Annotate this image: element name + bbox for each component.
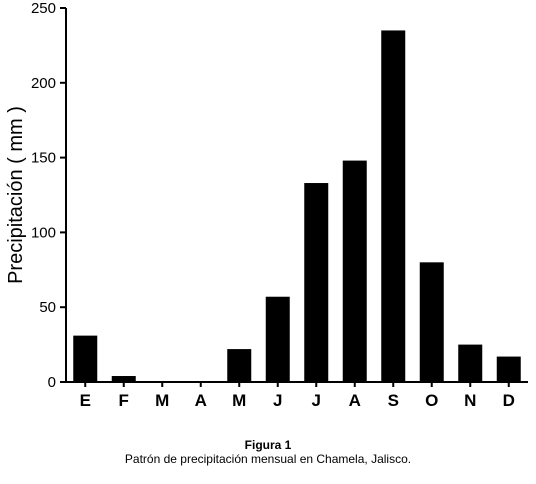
bar-11	[458, 344, 483, 382]
x-tick-label: E	[80, 391, 91, 410]
x-tick-label: A	[349, 391, 361, 410]
x-tick-label: J	[273, 391, 282, 410]
x-tick-label: N	[464, 391, 476, 410]
y-tick-label: 250	[31, 0, 56, 17]
bar-7	[304, 183, 329, 382]
axes	[65, 8, 528, 383]
x-tick-label: S	[388, 391, 399, 410]
x-tick-label: F	[119, 391, 129, 410]
bar-5	[227, 349, 252, 382]
y-tick-label: 100	[31, 224, 56, 241]
bar-6	[265, 296, 290, 382]
x-tick-label: M	[155, 391, 169, 410]
bar-1	[73, 335, 98, 382]
y-tick-label: 200	[31, 75, 56, 92]
x-tick-label: J	[312, 391, 321, 410]
bar-10	[419, 262, 444, 382]
x-tick-label: D	[503, 391, 515, 410]
precipitation-chart: 0 50 100 150 200 250 E F M A M J J A S O N D Precipitaci…	[5, 0, 528, 410]
y-axis-label: Precipitación ( mm )	[5, 106, 27, 284]
caption-title: Figura 1	[244, 438, 292, 452]
bar-9	[381, 30, 406, 382]
x-tick-label: O	[425, 391, 438, 410]
y-tick-label: 150	[31, 150, 56, 167]
y-tick-label: 50	[39, 299, 56, 316]
figure-caption: Figura 1 Patrón de precipitación mensual…	[0, 438, 536, 466]
x-tick-label: A	[195, 391, 207, 410]
bar-2	[111, 376, 136, 382]
y-tick-label: 0	[48, 374, 56, 391]
x-tick-label: M	[232, 391, 246, 410]
bar-12	[496, 356, 521, 382]
bars	[73, 30, 521, 382]
caption-text: Patrón de precipitación mensual en Chame…	[124, 452, 412, 466]
y-ticks: 0 50 100 150 200 250	[31, 0, 66, 391]
bar-8	[342, 160, 367, 382]
